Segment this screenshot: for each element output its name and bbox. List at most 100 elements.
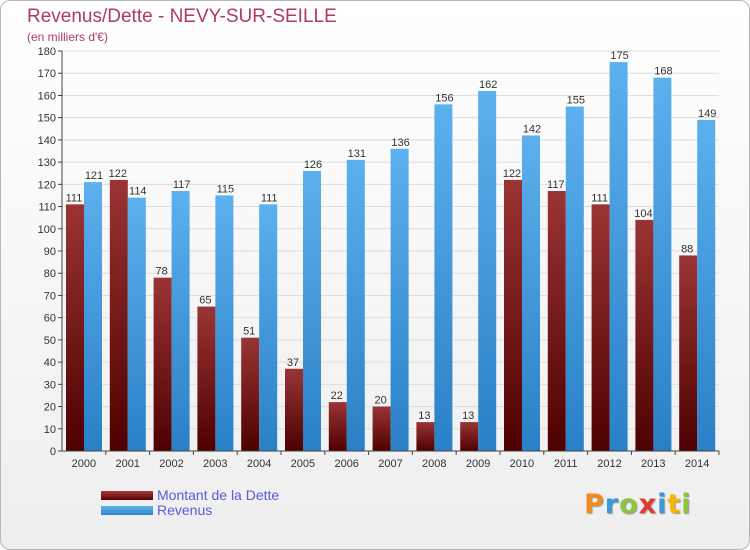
y-tick-label: 30 xyxy=(44,379,56,391)
bar-debt xyxy=(328,402,347,451)
bar-debt xyxy=(109,179,128,451)
y-tick-label: 160 xyxy=(38,90,56,102)
data-label-debt: 122 xyxy=(503,168,521,180)
data-label-revenue: 155 xyxy=(567,95,585,107)
legend-swatch-revenue xyxy=(101,506,153,515)
legend-label-revenue: Revenus xyxy=(157,502,213,518)
bar-revenue xyxy=(653,77,672,452)
y-tick-label: 10 xyxy=(44,424,56,436)
bar-revenue xyxy=(84,182,102,451)
bar-debt xyxy=(153,277,172,451)
data-label-revenue: 175 xyxy=(610,50,628,62)
x-tick-label: 2014 xyxy=(685,458,709,470)
x-tick-label: 2009 xyxy=(466,458,490,470)
bar-revenue xyxy=(390,148,409,451)
bar-debt xyxy=(372,406,391,451)
bar-revenue xyxy=(609,62,628,451)
data-label-debt: 51 xyxy=(243,326,255,338)
data-label-revenue: 136 xyxy=(391,137,409,149)
data-label-debt: 104 xyxy=(634,208,652,220)
y-tick-label: 70 xyxy=(44,290,56,302)
data-label-debt: 22 xyxy=(331,390,343,402)
x-tick-label: 2013 xyxy=(641,458,665,470)
logo-letter: P xyxy=(584,489,605,520)
data-label-revenue: 111 xyxy=(261,192,278,204)
x-tick-label: 2004 xyxy=(247,458,271,470)
bar-layer xyxy=(66,62,716,452)
legend-swatch-debt xyxy=(101,491,153,500)
bar-debt xyxy=(241,337,260,451)
data-label-debt: 78 xyxy=(155,266,167,278)
bar-revenue xyxy=(478,91,497,451)
data-label-revenue: 117 xyxy=(173,179,191,191)
bar-revenue xyxy=(215,195,234,451)
x-tick-label: 2008 xyxy=(422,458,446,470)
data-label-revenue: 162 xyxy=(479,79,497,91)
bar-revenue xyxy=(522,135,540,451)
data-label-revenue: 114 xyxy=(129,186,147,198)
y-tick-label: 110 xyxy=(38,202,56,214)
x-tick-label: 2005 xyxy=(291,458,315,470)
bar-revenue xyxy=(346,159,365,451)
x-tick-label: 2002 xyxy=(159,458,183,470)
data-label-debt: 111 xyxy=(66,192,83,204)
axis-layer: 0 10 20 30 40 50 60 70 80 90 100 110 120 130 140 150 160… xyxy=(38,46,720,470)
data-label-revenue: 142 xyxy=(523,123,541,135)
bar-revenue xyxy=(127,197,146,451)
y-tick-label: 140 xyxy=(38,135,56,147)
bar-revenue xyxy=(697,119,716,451)
data-label-debt: 65 xyxy=(199,295,211,307)
bar-revenue xyxy=(565,106,584,452)
data-label-debt: 88 xyxy=(681,243,693,255)
data-label-revenue: 168 xyxy=(654,66,672,78)
x-tick-label: 2010 xyxy=(510,458,534,470)
data-label-debt: 37 xyxy=(287,357,299,369)
bar-debt xyxy=(66,204,84,451)
x-tick-label: 2001 xyxy=(115,458,139,470)
data-label-debt: 117 xyxy=(547,179,565,191)
bar-debt xyxy=(416,422,435,451)
logo-letter: o xyxy=(619,489,639,520)
logo-letter: i xyxy=(681,489,692,520)
logo-letter: r xyxy=(604,489,620,520)
y-tick-label: 40 xyxy=(44,357,56,369)
data-label-revenue: 115 xyxy=(217,183,235,195)
bar-debt xyxy=(504,179,522,451)
bar-revenue xyxy=(171,191,190,451)
bar-debt xyxy=(591,204,610,451)
y-tick-label: 150 xyxy=(38,113,56,125)
bar-revenue xyxy=(434,104,453,451)
proxiti-logo: Proxiti xyxy=(584,489,692,520)
data-label-debt: 20 xyxy=(374,395,386,407)
x-tick-label: 2006 xyxy=(334,458,358,470)
legend-label-debt: Montant de la Dette xyxy=(157,487,280,503)
data-label-revenue: 121 xyxy=(85,170,103,182)
x-tick-label: 2003 xyxy=(203,458,227,470)
bar-debt xyxy=(635,219,654,451)
bar-revenue xyxy=(259,204,278,451)
logo-letter: t xyxy=(667,489,682,520)
y-tick-label: 20 xyxy=(44,402,56,414)
y-tick-label: 90 xyxy=(44,246,56,258)
bar-debt xyxy=(460,422,479,451)
y-tick-label: 170 xyxy=(38,68,56,80)
data-label-debt: 122 xyxy=(109,168,127,180)
data-label-revenue: 156 xyxy=(435,92,453,104)
bar-revenue xyxy=(303,171,321,451)
data-label-revenue: 149 xyxy=(698,108,716,120)
data-label-debt: 111 xyxy=(591,192,608,204)
y-tick-label: 50 xyxy=(44,335,56,347)
x-tick-label: 2000 xyxy=(72,458,96,470)
chart-title: Revenus/Dette - NEVY-SUR-SEILLE xyxy=(27,6,337,27)
logo-letter: x xyxy=(638,489,658,520)
y-tick-label: 60 xyxy=(44,313,56,325)
x-tick-label: 2012 xyxy=(597,458,621,470)
x-tick-label: 2011 xyxy=(554,458,578,470)
data-label-debt: 13 xyxy=(418,410,430,422)
data-label-revenue: 131 xyxy=(348,148,366,160)
x-tick-label: 2007 xyxy=(378,458,402,470)
y-tick-label: 180 xyxy=(38,46,56,58)
data-label-revenue: 126 xyxy=(304,159,322,171)
